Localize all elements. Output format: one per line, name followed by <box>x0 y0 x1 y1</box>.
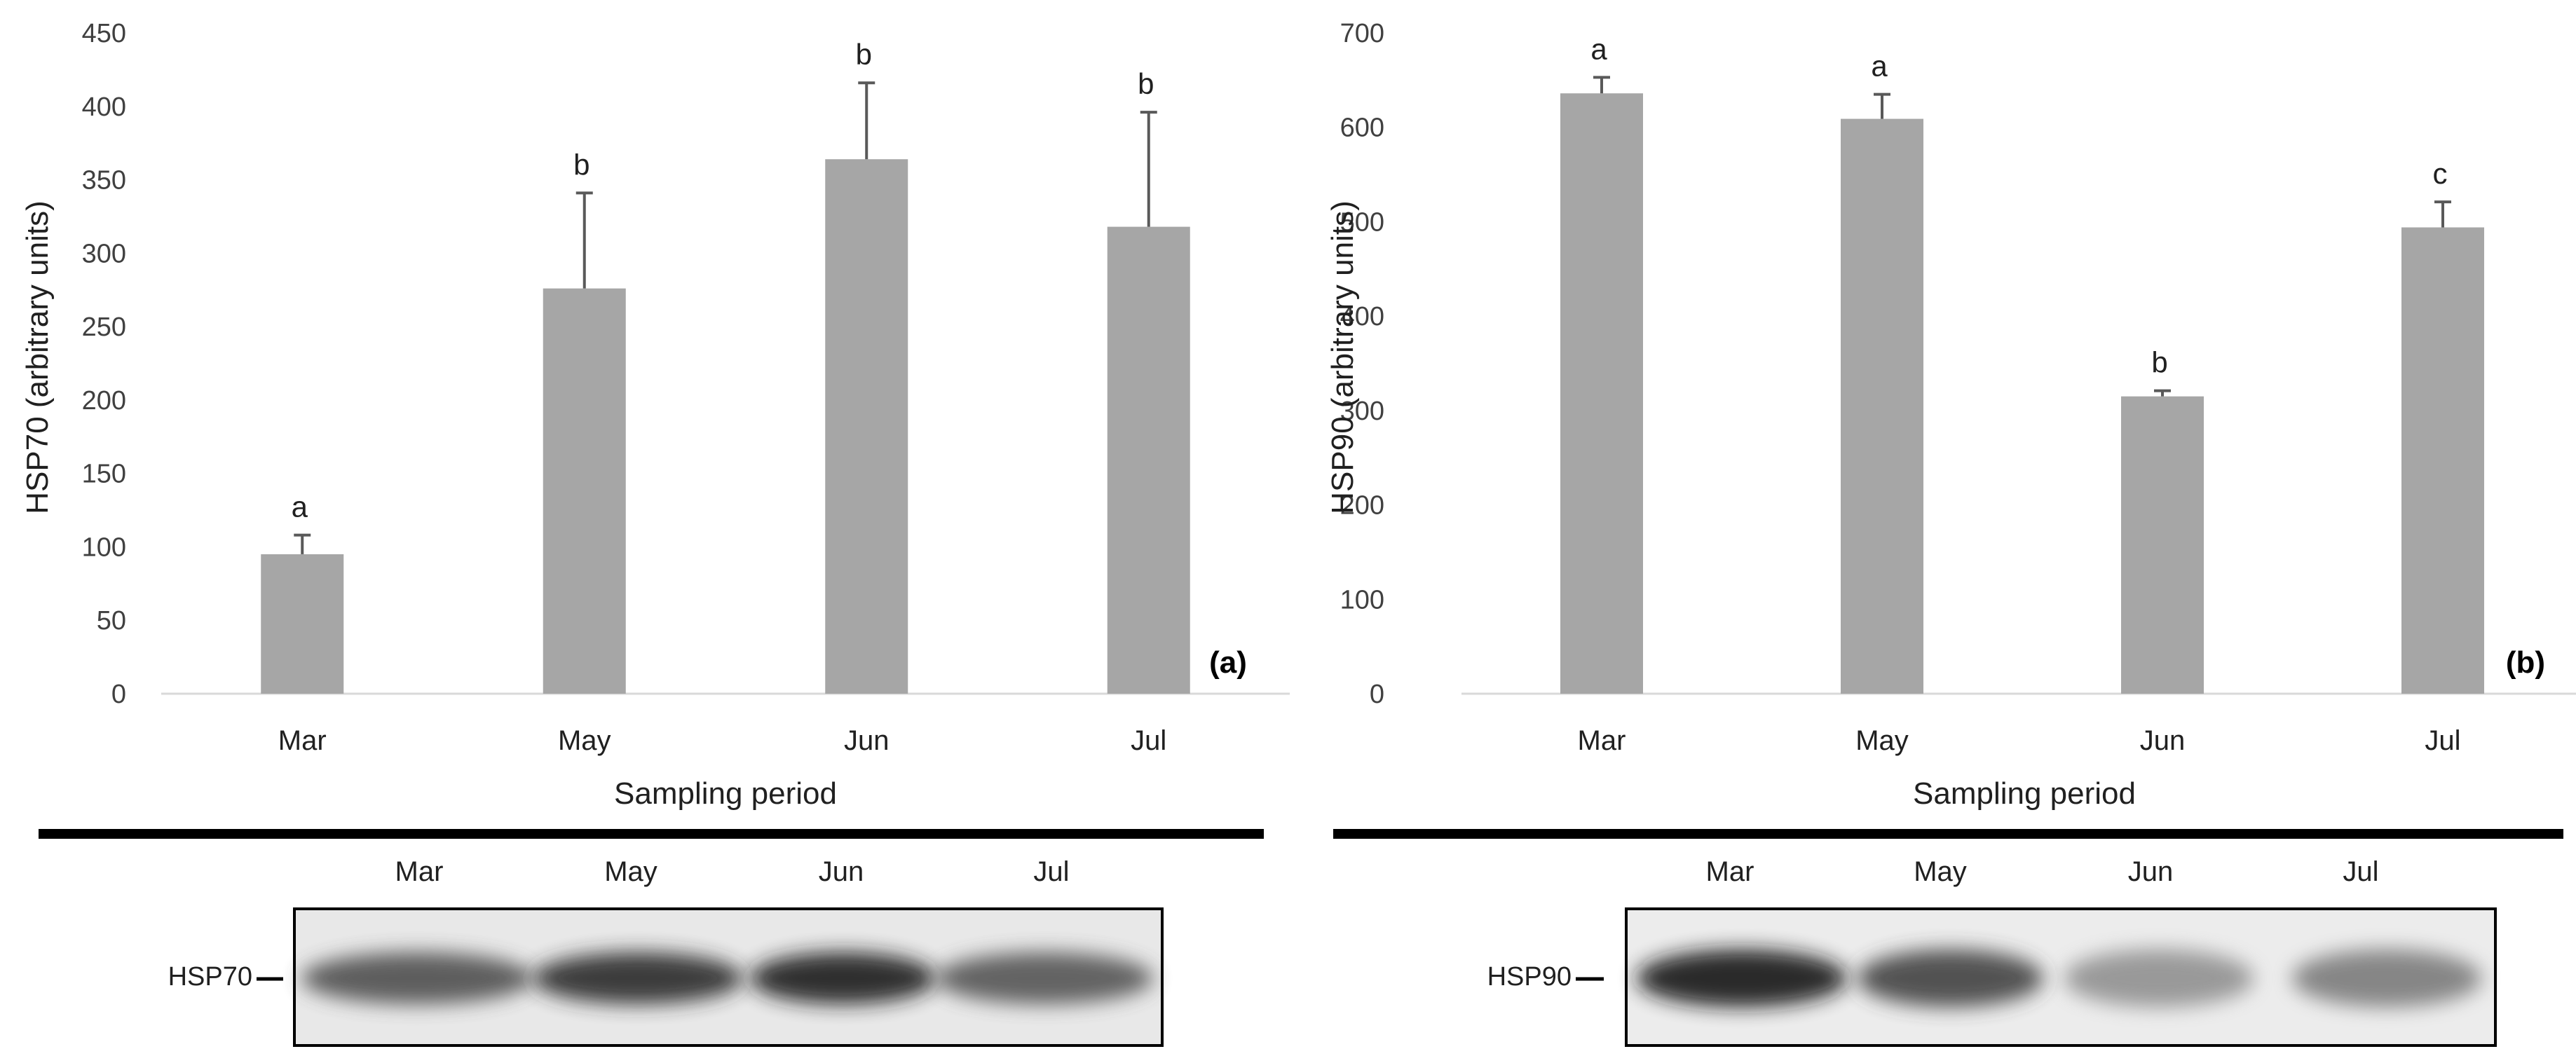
panel-b-ylabel: HSP90 (arbitrary units) <box>1326 200 1360 514</box>
panel-a-blot-lanes: Mar May Jun Jul <box>395 856 1070 887</box>
panel-b-category-may: May <box>1855 725 1909 756</box>
panel-a-y-tick: 250 <box>82 313 126 342</box>
panel-b-bar-mar <box>1560 93 1643 694</box>
panel-a-sig-label-jun: b <box>856 38 872 71</box>
panel-b-tag: (b) <box>2506 645 2545 680</box>
panel-a-error-bar-may <box>575 191 593 289</box>
panel-b-blot-bands <box>1637 949 2481 1007</box>
panel-b-sig-label-jun: b <box>2151 346 2167 379</box>
panel-a-y-ticks: 0 50 100 150 200 250 300 350 400 450 <box>82 19 126 709</box>
panel-b-blot-lane-may: May <box>1914 856 1967 887</box>
panel-b-y-ticks: 0 100 200 300 400 500 600 700 <box>1340 19 1384 709</box>
panel-a-bar-jun <box>825 159 908 694</box>
panel-b-blot-lane-mar: Mar <box>1706 856 1754 887</box>
panel-a-category-mar: Mar <box>278 725 327 756</box>
panel-a-error-bar-mar <box>294 533 311 554</box>
panel-a-blot-band-jul <box>936 952 1153 1004</box>
panel-b-sig: a a b c <box>1590 32 2447 378</box>
panel-b-bar-jun <box>2121 396 2204 694</box>
panel-b-y-tick: 700 <box>1340 19 1384 48</box>
panel-b-y-tick: 400 <box>1340 302 1384 331</box>
panel-a-category-jun: Jun <box>844 725 890 756</box>
panel-a-error-bar-jul <box>1140 111 1157 227</box>
panel-a-category-may: May <box>558 725 611 756</box>
panel-b-error-bar-jul <box>2434 200 2451 228</box>
panel-b-xlabel: Sampling period <box>1913 776 2136 811</box>
panel-a-error-bar-jun <box>858 81 875 160</box>
panel-b-separator <box>1333 829 2563 839</box>
panel-b-y-tick: 0 <box>1370 680 1384 709</box>
panel-a-y-tick: 200 <box>82 386 126 416</box>
panel-b-sig-label-may: a <box>1871 50 1888 83</box>
panel-b-y-tick: 600 <box>1340 114 1384 143</box>
panel-b-blot: Mar May Jun Jul HSP90 <box>1487 856 2497 1047</box>
panel-a-category-jul: Jul <box>1131 725 1166 756</box>
panel-a-separator <box>39 829 1264 839</box>
panel-a: 0 50 100 150 200 250 300 350 400 450 a b b b Mar May J… <box>20 19 1290 1047</box>
panel-a-blot-bands <box>301 952 1153 1004</box>
panel-a-ylabel: HSP70 (arbitrary units) <box>20 200 55 514</box>
panel-b-y-tick: 100 <box>1340 585 1384 615</box>
panel-a-y-tick: 400 <box>82 92 126 122</box>
panel-a-bar-mar <box>261 554 344 694</box>
panel-b-blot-protein: HSP90 <box>1487 962 1572 992</box>
panel-b-y-tick: 200 <box>1340 491 1384 521</box>
panel-b-blot-band-may <box>1858 949 2043 1007</box>
panel-a-blot-band-jun <box>750 952 936 1004</box>
panel-a-blot: Mar May Jun Jul HSP70 <box>168 856 1164 1047</box>
panel-a-xlabel: Sampling period <box>614 776 837 811</box>
panel-b-blot-lane-jul: Jul <box>2343 856 2378 887</box>
panel-b-y-tick: 300 <box>1340 397 1384 426</box>
panel-b-error-bar-may <box>1874 92 1890 119</box>
panel-b-sig-label-jul: c <box>2433 157 2448 190</box>
panel-a-errors <box>294 81 1157 554</box>
panel-a-sig-label-jul: b <box>1138 67 1154 100</box>
panel-a-y-tick: 0 <box>111 680 126 709</box>
panel-a-blot-lane-jul: Jul <box>1033 856 1069 887</box>
panel-a-sig-label-mar: a <box>292 491 308 523</box>
panel-a-blot-band-may <box>533 952 743 1004</box>
panel-a-blot-protein: HSP70 <box>168 962 252 992</box>
panel-b-bars <box>1560 93 2484 694</box>
panel-b-category-jun: Jun <box>2140 725 2186 756</box>
panel-b-y-tick: 500 <box>1340 207 1384 237</box>
panel-b-category-jul: Jul <box>2425 725 2460 756</box>
panel-a-sig-label-may: b <box>573 148 590 181</box>
panel-a-blot-band-mar <box>301 952 533 1004</box>
panel-a-y-tick: 50 <box>97 606 126 636</box>
panel-a-blot-lane-may: May <box>604 856 657 887</box>
panel-a-sig: a b b b <box>292 38 1154 523</box>
panel-a-categories: Mar May Jun Jul <box>278 725 1167 756</box>
panel-b-categories: Mar May Jun Jul <box>1578 725 2461 756</box>
panel-a-bar-jul <box>1107 226 1190 694</box>
panel-b-sig-label-mar: a <box>1590 32 1607 65</box>
panel-b-blot-lanes: Mar May Jun Jul <box>1706 856 2379 887</box>
panel-b-error-bar-mar <box>1593 76 1610 94</box>
panel-a-bar-may <box>543 288 626 694</box>
panel-a-blot-lane-jun: Jun <box>819 856 864 887</box>
panel-a-y-tick: 350 <box>82 166 126 196</box>
panel-a-y-tick: 300 <box>82 239 126 268</box>
panel-b-blot-band-mar <box>1637 949 1847 1007</box>
panel-b-bar-jul <box>2401 227 2484 694</box>
panel-a-tag: (a) <box>1209 645 1247 680</box>
panel-b-blot-band-jul <box>2292 949 2481 1007</box>
panel-b: 0 100 200 300 400 500 600 700 a a b c Mar May Jun Jul… <box>1326 19 2576 1047</box>
panel-a-y-tick: 450 <box>82 19 126 48</box>
panel-b-bar-may <box>1841 118 1923 694</box>
panel-b-blot-band-jun <box>2064 949 2254 1007</box>
panel-b-error-bar-jun <box>2154 389 2171 397</box>
panel-a-chart: 0 50 100 150 200 250 300 350 400 450 a b b b Mar May J… <box>20 19 1290 811</box>
panel-a-y-tick: 100 <box>82 533 126 562</box>
panel-a-blot-lane-mar: Mar <box>395 856 444 887</box>
panel-a-y-tick: 150 <box>82 460 126 489</box>
panel-a-bars <box>261 159 1190 694</box>
panel-b-blot-lane-jun: Jun <box>2128 856 2174 887</box>
panel-b-category-mar: Mar <box>1578 725 1626 756</box>
panel-b-errors <box>1593 76 2451 397</box>
panel-b-chart: 0 100 200 300 400 500 600 700 a a b c Mar May Jun Jul… <box>1326 19 2576 811</box>
